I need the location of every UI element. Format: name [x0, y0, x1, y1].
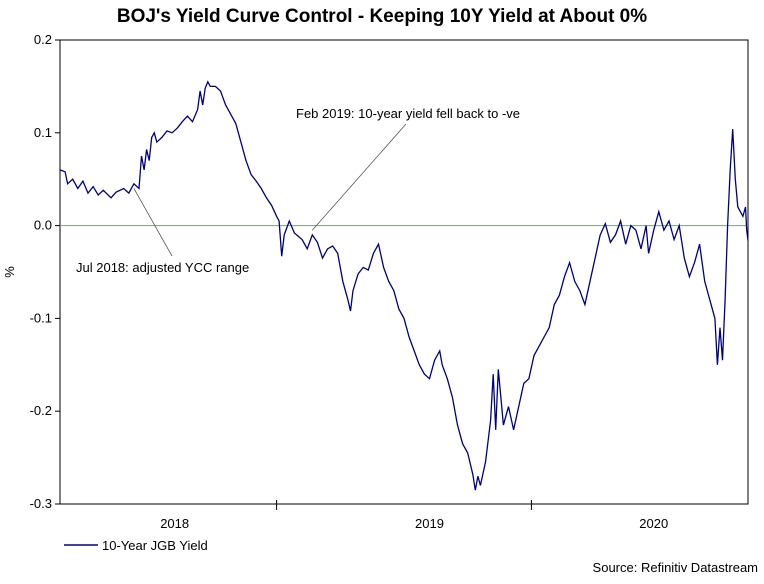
plot-area	[59, 39, 749, 505]
annotation-feb-2019: Feb 2019: 10-year yield fell back to -ve	[296, 106, 520, 121]
y-tick-label: 0.0	[34, 218, 52, 233]
y-tick-label: 0.1	[34, 125, 52, 140]
legend: 10-Year JGB Yield	[64, 538, 208, 553]
y-axis: 0.2 0.1 0.0 -0.1 -0.2 -0.3	[30, 32, 60, 511]
legend-entry: 10-Year JGB Yield	[102, 538, 208, 553]
x-tick-label: 2020	[639, 516, 668, 531]
plot-border	[59, 39, 749, 505]
y-tick-label: 0.2	[34, 32, 52, 47]
x-tick-label: 2019	[415, 516, 444, 531]
source-note: Source: Refinitiv Datastream	[593, 560, 758, 575]
y-axis-label: %	[2, 266, 17, 278]
y-tick-label: -0.2	[30, 403, 52, 418]
annotation-leader-jul-2018	[133, 188, 173, 257]
y-tick-label: -0.1	[30, 310, 52, 325]
x-tick-label: 2018	[160, 516, 189, 531]
series-line-10y-jgb	[59, 80, 749, 491]
x-axis: 2018 2019 2020	[160, 500, 668, 531]
annotation-leader-feb-2019	[311, 123, 407, 231]
annotations: Jul 2018: adjusted YCC range Feb 2019: 1…	[76, 106, 520, 275]
chart-title: BOJ's Yield Curve Control - Keeping 10Y …	[117, 6, 647, 27]
annotation-jul-2018: Jul 2018: adjusted YCC range	[76, 260, 249, 275]
y-tick-label: -0.3	[30, 496, 52, 511]
